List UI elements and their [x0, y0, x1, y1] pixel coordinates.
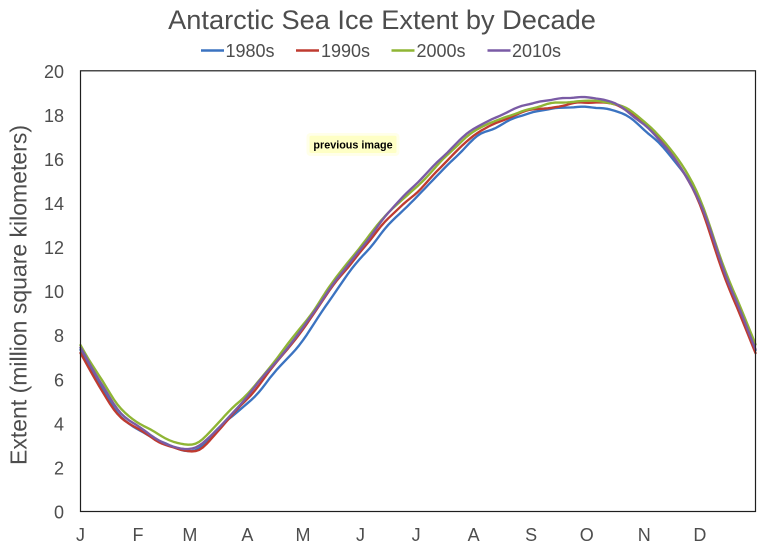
svg-text:previous image: previous image	[313, 139, 392, 151]
svg-text:O: O	[580, 525, 594, 545]
svg-text:J: J	[356, 525, 365, 545]
svg-text:D: D	[693, 525, 706, 545]
svg-text:A: A	[241, 525, 253, 545]
svg-text:F: F	[133, 525, 144, 545]
svg-text:N: N	[638, 525, 651, 545]
svg-text:S: S	[525, 525, 537, 545]
svg-text:2: 2	[54, 458, 64, 478]
svg-text:8: 8	[54, 326, 64, 346]
svg-text:0: 0	[54, 503, 64, 523]
svg-text:14: 14	[44, 194, 64, 214]
svg-text:6: 6	[54, 370, 64, 390]
svg-text:20: 20	[44, 62, 64, 82]
svg-text:12: 12	[44, 238, 64, 258]
svg-text:1980s: 1980s	[226, 41, 275, 61]
svg-text:4: 4	[54, 414, 64, 434]
svg-text:2010s: 2010s	[512, 41, 561, 61]
svg-text:A: A	[468, 525, 480, 545]
svg-text:1990s: 1990s	[321, 41, 370, 61]
svg-text:10: 10	[44, 282, 64, 302]
svg-text:J: J	[76, 525, 85, 545]
svg-text:J: J	[412, 525, 421, 545]
svg-text:M: M	[296, 525, 311, 545]
svg-text:Antarctic Sea Ice Extent by De: Antarctic Sea Ice Extent by Decade	[168, 4, 596, 35]
svg-text:16: 16	[44, 150, 64, 170]
svg-text:Extent (million square kilomet: Extent (million square kilometers)	[6, 125, 32, 465]
svg-text:2000s: 2000s	[417, 41, 466, 61]
svg-text:18: 18	[44, 106, 64, 126]
svg-text:M: M	[182, 525, 197, 545]
